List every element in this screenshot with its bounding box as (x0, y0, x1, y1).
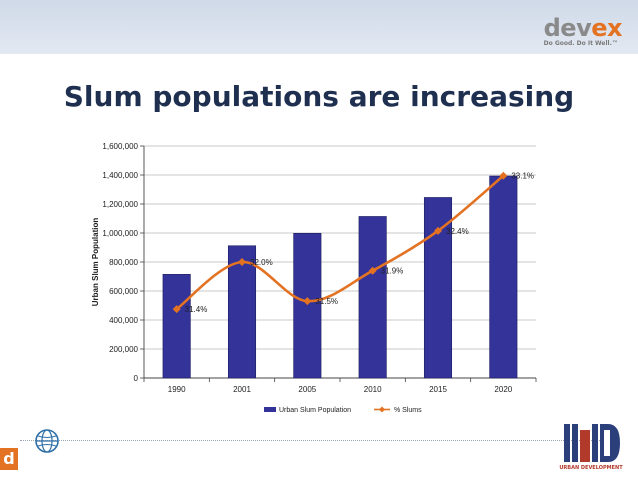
slum-percent-label: 31.5% (315, 297, 338, 306)
bar-1990 (162, 274, 191, 379)
bar-2001 (227, 245, 257, 379)
x-tick-label: 2001 (233, 385, 251, 394)
x-tick-label: 2015 (429, 385, 447, 394)
slum-percent-marker (434, 226, 442, 235)
slum-percent-marker (499, 171, 508, 180)
bar-2020 (489, 175, 518, 379)
slum-percent-label: 32.4% (446, 227, 469, 236)
logo-dev-text: dev (543, 14, 592, 42)
slum-population-chart: 0 200,000 400,000 600,000 800,000 1,000,000 1,… (91, 142, 537, 414)
devex-logo: devex Do Good. Do It Well.™ (543, 14, 623, 48)
slum-percent-label: 31.4% (185, 305, 208, 314)
y-tick-label: 1,200,000 (102, 200, 138, 209)
legend-swatch-bar (264, 407, 276, 412)
slum-percent-label: 33.1% (511, 172, 534, 181)
slum-percent-label: 32.0% (250, 258, 273, 267)
logo-ex-text: ex (591, 14, 622, 42)
bar-2005 (293, 232, 322, 379)
logo-tagline: Do Good. Do It Well.™ (543, 40, 618, 47)
y-tick-label: 200,000 (109, 345, 138, 354)
legend-marker-line (379, 406, 385, 413)
slum-percent-label: 31.9% (381, 267, 404, 276)
y-axis-label: Urban Slum Population (91, 218, 100, 307)
bar-2010 (358, 216, 387, 379)
x-tick-label: 1990 (168, 385, 186, 394)
urban-development-logo (564, 424, 620, 462)
slum-percent-marker (238, 258, 246, 266)
header-band (0, 0, 638, 54)
y-tick-label: 0 (134, 374, 139, 383)
slum-percent-marker (172, 305, 181, 314)
x-tick-label: 2010 (364, 385, 382, 394)
y-tick-label: 1,400,000 (102, 171, 138, 180)
y-tick-label: 600,000 (109, 287, 138, 296)
legend-label-bar: Urban Slum Population (279, 407, 351, 414)
y-tick-label: 800,000 (109, 258, 138, 267)
slum-percent-marker (368, 266, 377, 275)
legend-label-line: % Slums (394, 407, 422, 414)
x-tick-label: 2020 (494, 385, 512, 394)
world-bank-globe-icon (35, 429, 59, 453)
footer-divider (20, 440, 618, 441)
slum-percent-marker (303, 297, 312, 306)
urban-development-caption: URBAN DEVELOPMENT (559, 465, 623, 471)
slide-title: Slum populations are increasing (63, 80, 575, 113)
y-tick-label: 1,600,000 (102, 142, 138, 151)
y-tick-label: 400,000 (109, 316, 138, 325)
x-tick-label: 2005 (298, 385, 316, 394)
devex-d-badge: d (0, 448, 18, 470)
slum-percent-line (175, 174, 505, 311)
y-tick-label: 1,000,000 (102, 229, 138, 238)
